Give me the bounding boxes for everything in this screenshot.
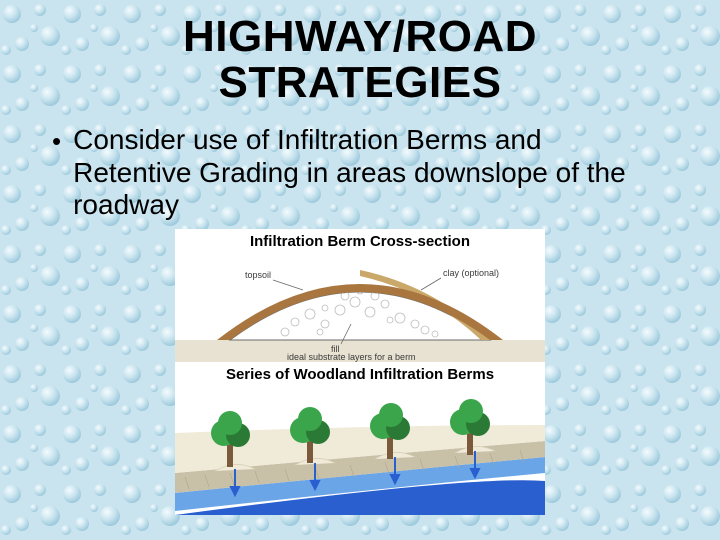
figure2-woodland-berms bbox=[175, 385, 545, 515]
slide-title: HIGHWAY/ROAD STRATEGIES bbox=[0, 0, 720, 106]
bullet-text: Consider use of Infiltration Berms and R… bbox=[73, 124, 652, 221]
label-clay: clay (optional) bbox=[443, 268, 499, 278]
figure1-cross-section: topsoil clay (optional) fill ideal subst… bbox=[175, 252, 545, 362]
figure1-caption: Infiltration Berm Cross-section bbox=[175, 229, 545, 252]
bullet-marker: • bbox=[52, 124, 61, 158]
label-substrate: ideal substrate layers for a berm bbox=[287, 352, 416, 362]
title-line-1: HIGHWAY/ROAD bbox=[183, 12, 537, 61]
figure2-caption: Series of Woodland Infiltration Berms bbox=[175, 362, 545, 385]
label-topsoil: topsoil bbox=[245, 270, 271, 280]
figure-block: Infiltration Berm Cross-section topsoil … bbox=[175, 229, 545, 515]
bullet-item: • Consider use of Infiltration Berms and… bbox=[52, 124, 652, 221]
title-line-2: STRATEGIES bbox=[219, 58, 502, 107]
